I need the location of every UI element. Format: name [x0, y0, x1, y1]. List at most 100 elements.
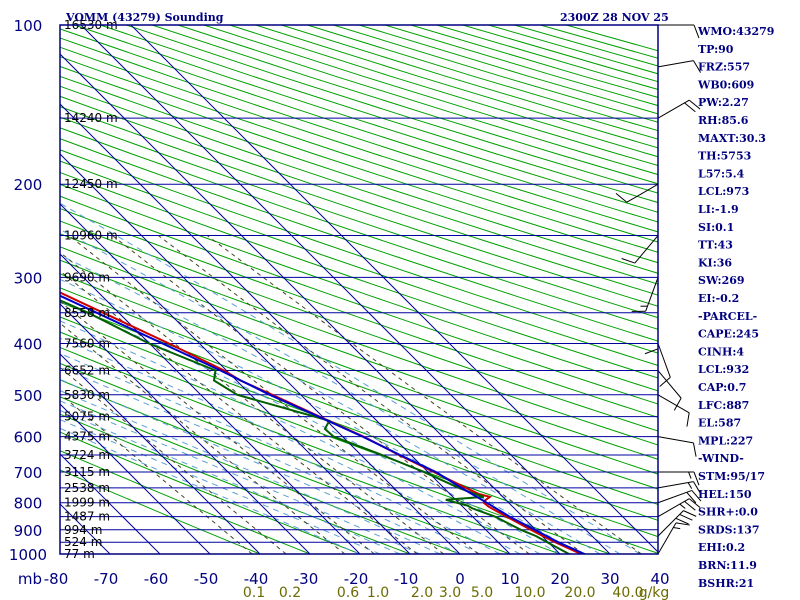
index-value: SW:269: [698, 274, 745, 287]
wind-barb: [657, 60, 702, 73]
moist-adiabat-line: [60, 278, 581, 554]
height-label: 8558 m: [64, 306, 110, 320]
indices-panel: WMO:43279 TP:90 FRZ:557 WB0:609 PW:2.27 RH:85…: [697, 25, 774, 590]
index-value: SHR+:0.0: [698, 506, 758, 519]
isotherm-line: [60, 153, 461, 554]
mixing-ratio-line: [60, 251, 444, 554]
mixing-ratio-label: 0.2: [279, 585, 301, 600]
wind-barb-staff: [657, 489, 692, 504]
pressure-tick-label: 600: [14, 429, 43, 447]
dry-adiabat-line: [60, 259, 658, 475]
index-value: FRZ:557: [698, 61, 750, 74]
isotherm-line: [0, 25, 10, 554]
index-value: WMO:43279: [697, 25, 774, 38]
wind-barb-staff: [626, 183, 659, 203]
wind-barb: [644, 312, 659, 355]
dry-adiabat-line: [60, 183, 658, 392]
wind-barb-staff: [657, 60, 694, 68]
mixing-ratio-line: [60, 300, 375, 554]
pressure-tick-label: 700: [14, 464, 43, 482]
temperature-tick-label: -10: [394, 570, 419, 588]
mixing-ratio-line: [60, 393, 253, 554]
wind-barb-flag: [692, 442, 697, 457]
temperature-tick-label: 40: [650, 570, 669, 588]
height-label: 5830 m: [64, 388, 110, 402]
mixing-ratio-label: 10.0: [514, 585, 545, 600]
isotherm-line: [60, 403, 211, 554]
mixing-ratio-label: 5.0: [471, 585, 493, 600]
wind-barb-flag: [675, 522, 690, 526]
height-label: 9690 m: [64, 270, 110, 284]
index-value: WB0:609: [697, 78, 754, 91]
mixing-ratio-line: [158, 235, 584, 554]
index-value: MAXT:30.3: [698, 132, 766, 145]
dry-adiabat-line: [60, 160, 658, 366]
mixing-ratio-label: 0.6: [337, 585, 359, 600]
isotherm-line: [130, 25, 658, 553]
dry-adiabat-line: [60, 149, 658, 354]
wind-barb: [657, 489, 702, 504]
index-value: SI:0.1: [698, 221, 734, 234]
wind-barb: [658, 471, 700, 486]
dry-adiabat-line: [60, 75, 658, 274]
moist-adiabat-line: [60, 390, 441, 554]
dry-adiabat-line: [60, 56, 658, 253]
wind-barb: [657, 99, 701, 119]
wind-barb: [658, 24, 700, 39]
wind-barb: [657, 343, 671, 387]
wind-barb-flag: [688, 99, 701, 110]
pressure-tick-label: 200: [14, 176, 43, 194]
wind-barb-staff: [634, 235, 659, 264]
height-label: 14240 m: [64, 111, 118, 125]
dry-adiabat-line: [60, 287, 658, 505]
dry-adiabat-line: [60, 195, 658, 405]
pressure-tick-label: 300: [14, 269, 43, 287]
index-value: TT:43: [698, 239, 733, 252]
index-value: TH:5753: [698, 150, 751, 163]
isotherm-line: [60, 303, 311, 554]
wind-barb-staff: [657, 498, 690, 518]
wind-barb-flag: [659, 376, 671, 387]
wind-barb: [615, 183, 659, 203]
temperature-tick-label: 0: [455, 570, 465, 588]
temperature-tick-label: -30: [294, 570, 319, 588]
dry-adiabat-line: [60, 413, 411, 554]
temperature-tick-label: 20: [550, 570, 569, 588]
mixing-ratio-label: 0.1: [243, 585, 265, 600]
wind-barb-flag: [688, 471, 692, 479]
dry-adiabat-line: [60, 127, 658, 330]
height-label: 524 m: [64, 535, 102, 549]
wind-barb-staff: [657, 370, 682, 399]
index-value: -WIND-: [698, 452, 744, 465]
height-label: 1487 m: [64, 510, 110, 524]
height-label: 3724 m: [64, 448, 110, 462]
pressure-tick-label: 400: [14, 335, 43, 353]
index-value: PW:2.27: [698, 96, 749, 109]
dry-adiabat-line: [60, 46, 658, 243]
pressure-tick-label: 900: [14, 522, 43, 540]
height-label: 10960 m: [64, 229, 118, 243]
wind-barb-flag: [693, 481, 702, 494]
wind-barb: [657, 522, 690, 555]
mixing-ratio-line: [68, 235, 479, 554]
index-value: BSHR:21: [698, 577, 754, 590]
wind-barb-staff: [657, 522, 677, 555]
wind-barb-flag: [693, 60, 702, 73]
pressure-tick-label: 1000: [9, 546, 47, 564]
wind-barb-flag: [693, 24, 700, 39]
wind-barb-flag: [679, 503, 686, 509]
station-title: VOMM (43279) Sounding: [65, 11, 224, 24]
pressure-tick-label: 100: [14, 17, 43, 35]
wind-barb-flag: [683, 510, 697, 517]
dewpoint-trace: [60, 299, 572, 554]
wind-barb-staff: [657, 394, 690, 414]
isotherm-line: [60, 453, 161, 554]
wind-barb-staff: [657, 510, 684, 537]
wind-barb-flag: [684, 102, 696, 113]
mixing-ratio-line: [60, 366, 287, 554]
wind-barb-flag: [686, 412, 690, 427]
temperature-tick-label: -80: [44, 570, 69, 588]
isotherm-line: [60, 203, 411, 554]
index-value: TP:90: [698, 43, 734, 56]
